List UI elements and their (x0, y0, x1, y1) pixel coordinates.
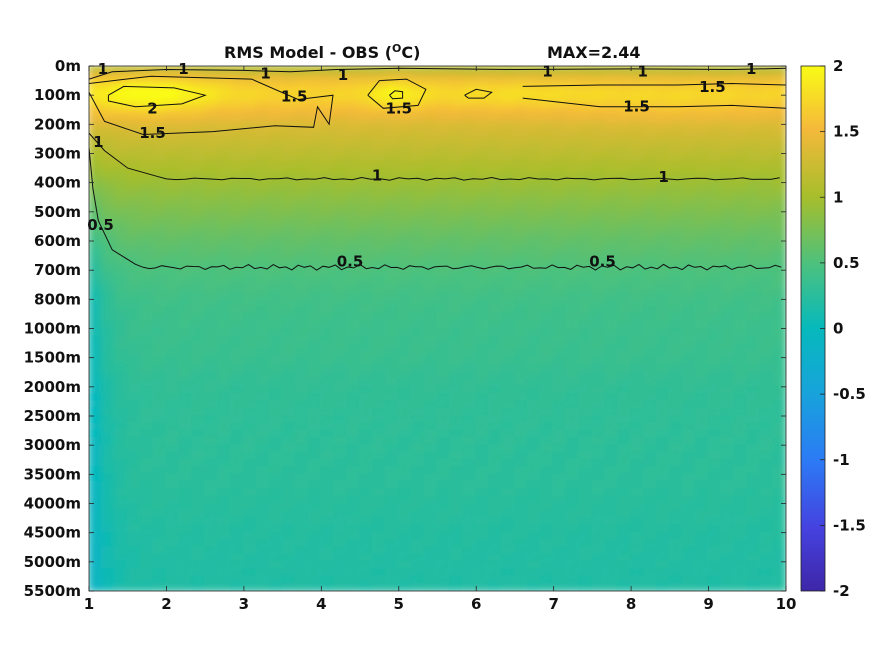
contour-label: 1.5 (139, 124, 166, 142)
colorbar-tick-label: -1 (833, 451, 850, 469)
x-tick-label: 7 (548, 595, 558, 613)
x-tick-label: 2 (161, 595, 171, 613)
y-tick-label: 0m (55, 57, 81, 75)
y-tick-label: 400m (34, 174, 81, 192)
contour-label: 1 (98, 60, 108, 78)
contour-label: 1 (93, 133, 103, 151)
colorbar-tick-label: 2 (833, 57, 843, 75)
colorbar-tick-label: -1.5 (833, 516, 866, 534)
contour-1.0-surface (89, 67, 786, 80)
contour-label: 1 (658, 168, 668, 186)
x-tick-label: 6 (471, 595, 481, 613)
contour-label: 1 (338, 66, 348, 84)
contour-label: 1.5 (281, 88, 308, 106)
y-tick-label: 500m (34, 203, 81, 221)
contour-label: 1.5 (699, 78, 726, 96)
contour-1.5-west (89, 75, 334, 136)
x-tick-label: 9 (703, 595, 713, 613)
contour-label: 1.5 (623, 97, 650, 115)
contour-labels: 1 1 1 1 1 1 1 1.5 1.5 1.5 1.5 1.5 2 1 1 1 0.5 0.5 0.5 (87, 60, 756, 270)
x-tick-label: 10 (776, 595, 797, 613)
y-tick-label: 1000m (24, 320, 81, 338)
y-tick-label: 3000m (24, 436, 81, 454)
colorbar-tick-label: 0.5 (833, 254, 860, 272)
x-tick-label: 1 (84, 595, 94, 613)
x-axis-ticks: 1 2 3 4 5 6 7 8 9 10 (84, 66, 797, 613)
contour-label: 0.5 (589, 252, 616, 270)
contour-1.5-small-loop (464, 88, 493, 99)
contour-0.5 (89, 147, 782, 271)
x-tick-label: 3 (239, 595, 249, 613)
y-tick-label: 4500m (24, 524, 81, 542)
y-tick-label: 100m (34, 86, 81, 104)
contour-label: 1 (637, 62, 647, 80)
y-tick-label: 1500m (24, 349, 81, 367)
contour-label: 1 (372, 166, 382, 184)
colorbar-tick-label: -0.5 (833, 385, 866, 403)
x-tick-label: 8 (626, 595, 636, 613)
colorbar-tick-label: -2 (833, 582, 850, 600)
contour-1.0-deep (89, 132, 780, 181)
contour-2.0-loop (107, 85, 207, 108)
y-tick-label: 5000m (24, 553, 81, 571)
contour-label: 0.5 (337, 252, 364, 270)
heatmap-field (89, 66, 786, 591)
y-tick-label: 4000m (24, 495, 81, 513)
colorbar-tick-label: 0 (833, 320, 843, 338)
y-tick-label: 700m (34, 261, 81, 279)
max-label: MAX=2.44 (547, 43, 641, 62)
chart-title: RMS Model - OBS (OC) (224, 42, 420, 62)
y-tick-label: 2000m (24, 378, 81, 396)
y-tick-label: 200m (34, 115, 81, 133)
colorbar-ticks: 2 1.5 1 0.5 0 -0.5 -1 -1.5 -2 (820, 57, 866, 600)
contour-label: 2 (147, 99, 157, 117)
y-tick-label: 800m (34, 290, 81, 308)
contour-1.5-east-bottom (522, 97, 786, 109)
y-tick-label: 3500m (24, 465, 81, 483)
contour-label: 1.5 (386, 99, 413, 117)
contour-label: 1 (178, 60, 188, 78)
colorbar-tick-label: 1 (833, 188, 843, 206)
contour-label: 1 (260, 64, 270, 82)
y-tick-label: 2500m (24, 407, 81, 425)
contour-label: 1 (542, 62, 552, 80)
colorbar-tick-label: 1.5 (833, 123, 860, 141)
contour-1.5-east-top (522, 82, 786, 87)
y-tick-label: 600m (34, 232, 81, 250)
contour-2.0-small-loop (389, 90, 404, 100)
plot-area (89, 66, 786, 591)
y-axis-ticks: 0m 100m 200m 300m 400m 500m 600m 700m 800m 1000m 1… (24, 57, 786, 600)
x-tick-label: 5 (394, 595, 404, 613)
contour-lines (89, 67, 786, 271)
y-tick-label: 5500m (24, 582, 81, 600)
x-tick-label: 4 (316, 595, 326, 613)
contour-1.5-loop (367, 78, 427, 109)
contour-label: 1 (746, 60, 756, 78)
y-tick-label: 300m (34, 145, 81, 163)
title-superscript: O (392, 42, 401, 55)
contour-label: 0.5 (87, 216, 114, 234)
